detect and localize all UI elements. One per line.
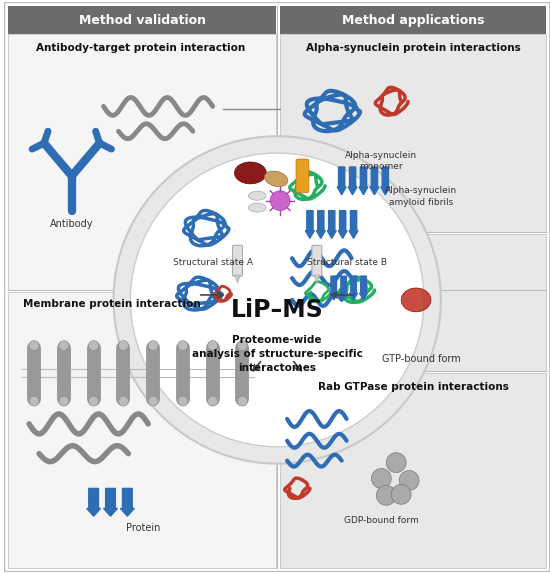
FancyArrow shape <box>340 276 348 300</box>
FancyArrow shape <box>327 211 336 238</box>
Circle shape <box>118 340 128 351</box>
Circle shape <box>376 486 396 505</box>
FancyBboxPatch shape <box>280 373 546 568</box>
Text: Antibody-target protein interaction: Antibody-target protein interaction <box>36 43 245 53</box>
Polygon shape <box>314 275 320 283</box>
Text: Proteome-wide
analysis of structure-specific
interactomes: Proteome-wide analysis of structure-spec… <box>192 335 362 373</box>
Text: Antibody: Antibody <box>50 219 94 230</box>
FancyBboxPatch shape <box>4 2 550 572</box>
Circle shape <box>178 396 188 406</box>
Text: GTP-bound form: GTP-bound form <box>382 354 460 364</box>
FancyArrow shape <box>370 167 379 195</box>
Text: Alpha-synuclein protein interactions: Alpha-synuclein protein interactions <box>306 43 520 53</box>
FancyBboxPatch shape <box>280 234 546 371</box>
Text: Alpha-synuclein
monomer: Alpha-synuclein monomer <box>345 150 417 172</box>
Circle shape <box>148 396 158 406</box>
Circle shape <box>270 191 290 211</box>
Circle shape <box>89 396 98 406</box>
FancyArrow shape <box>338 211 347 238</box>
Text: GDP-bound form: GDP-bound form <box>344 515 419 525</box>
FancyArrow shape <box>316 211 325 238</box>
Text: Structural state A: Structural state A <box>173 258 252 267</box>
Polygon shape <box>234 275 240 283</box>
FancyArrow shape <box>348 167 357 195</box>
Circle shape <box>208 396 218 406</box>
FancyArrow shape <box>87 488 101 516</box>
Text: Method applications: Method applications <box>342 14 485 26</box>
FancyBboxPatch shape <box>312 245 322 276</box>
FancyArrow shape <box>359 167 368 195</box>
Circle shape <box>238 396 248 406</box>
FancyArrow shape <box>330 276 338 300</box>
Text: Membrane protein interaction: Membrane protein interaction <box>23 299 200 309</box>
FancyBboxPatch shape <box>233 245 243 276</box>
Ellipse shape <box>234 162 266 184</box>
FancyBboxPatch shape <box>8 34 276 290</box>
FancyArrow shape <box>360 276 367 300</box>
Circle shape <box>29 396 39 406</box>
Circle shape <box>391 484 411 505</box>
Circle shape <box>130 153 424 447</box>
Ellipse shape <box>265 171 288 187</box>
Circle shape <box>238 340 248 351</box>
Circle shape <box>29 340 39 351</box>
FancyArrow shape <box>305 211 315 238</box>
Circle shape <box>89 340 98 351</box>
FancyBboxPatch shape <box>8 292 276 568</box>
Circle shape <box>399 471 419 490</box>
Circle shape <box>59 340 69 351</box>
Circle shape <box>208 340 218 351</box>
Circle shape <box>178 340 188 351</box>
Circle shape <box>386 453 406 472</box>
Text: Protein: Protein <box>126 523 161 533</box>
Text: LiP–MS: LiP–MS <box>231 298 323 322</box>
FancyArrow shape <box>120 488 134 516</box>
FancyArrow shape <box>337 167 346 195</box>
FancyArrow shape <box>381 167 390 195</box>
Circle shape <box>118 396 128 406</box>
FancyBboxPatch shape <box>8 6 276 34</box>
Ellipse shape <box>401 288 431 312</box>
Text: Structural state B: Structural state B <box>306 258 387 267</box>
Circle shape <box>148 340 158 351</box>
Circle shape <box>59 396 69 406</box>
Ellipse shape <box>249 203 266 212</box>
Circle shape <box>113 136 441 464</box>
FancyBboxPatch shape <box>296 159 309 193</box>
Ellipse shape <box>249 191 266 200</box>
FancyArrow shape <box>103 488 118 516</box>
FancyBboxPatch shape <box>280 34 546 232</box>
FancyBboxPatch shape <box>280 6 546 34</box>
Text: Alpha-synuclein
amyloid fibrils: Alpha-synuclein amyloid fibrils <box>385 187 457 207</box>
Text: Method validation: Method validation <box>79 14 206 26</box>
Text: Rab GTPase protein interactions: Rab GTPase protein interactions <box>318 382 509 392</box>
FancyArrow shape <box>350 276 358 300</box>
FancyArrow shape <box>349 211 358 238</box>
Circle shape <box>371 468 391 488</box>
